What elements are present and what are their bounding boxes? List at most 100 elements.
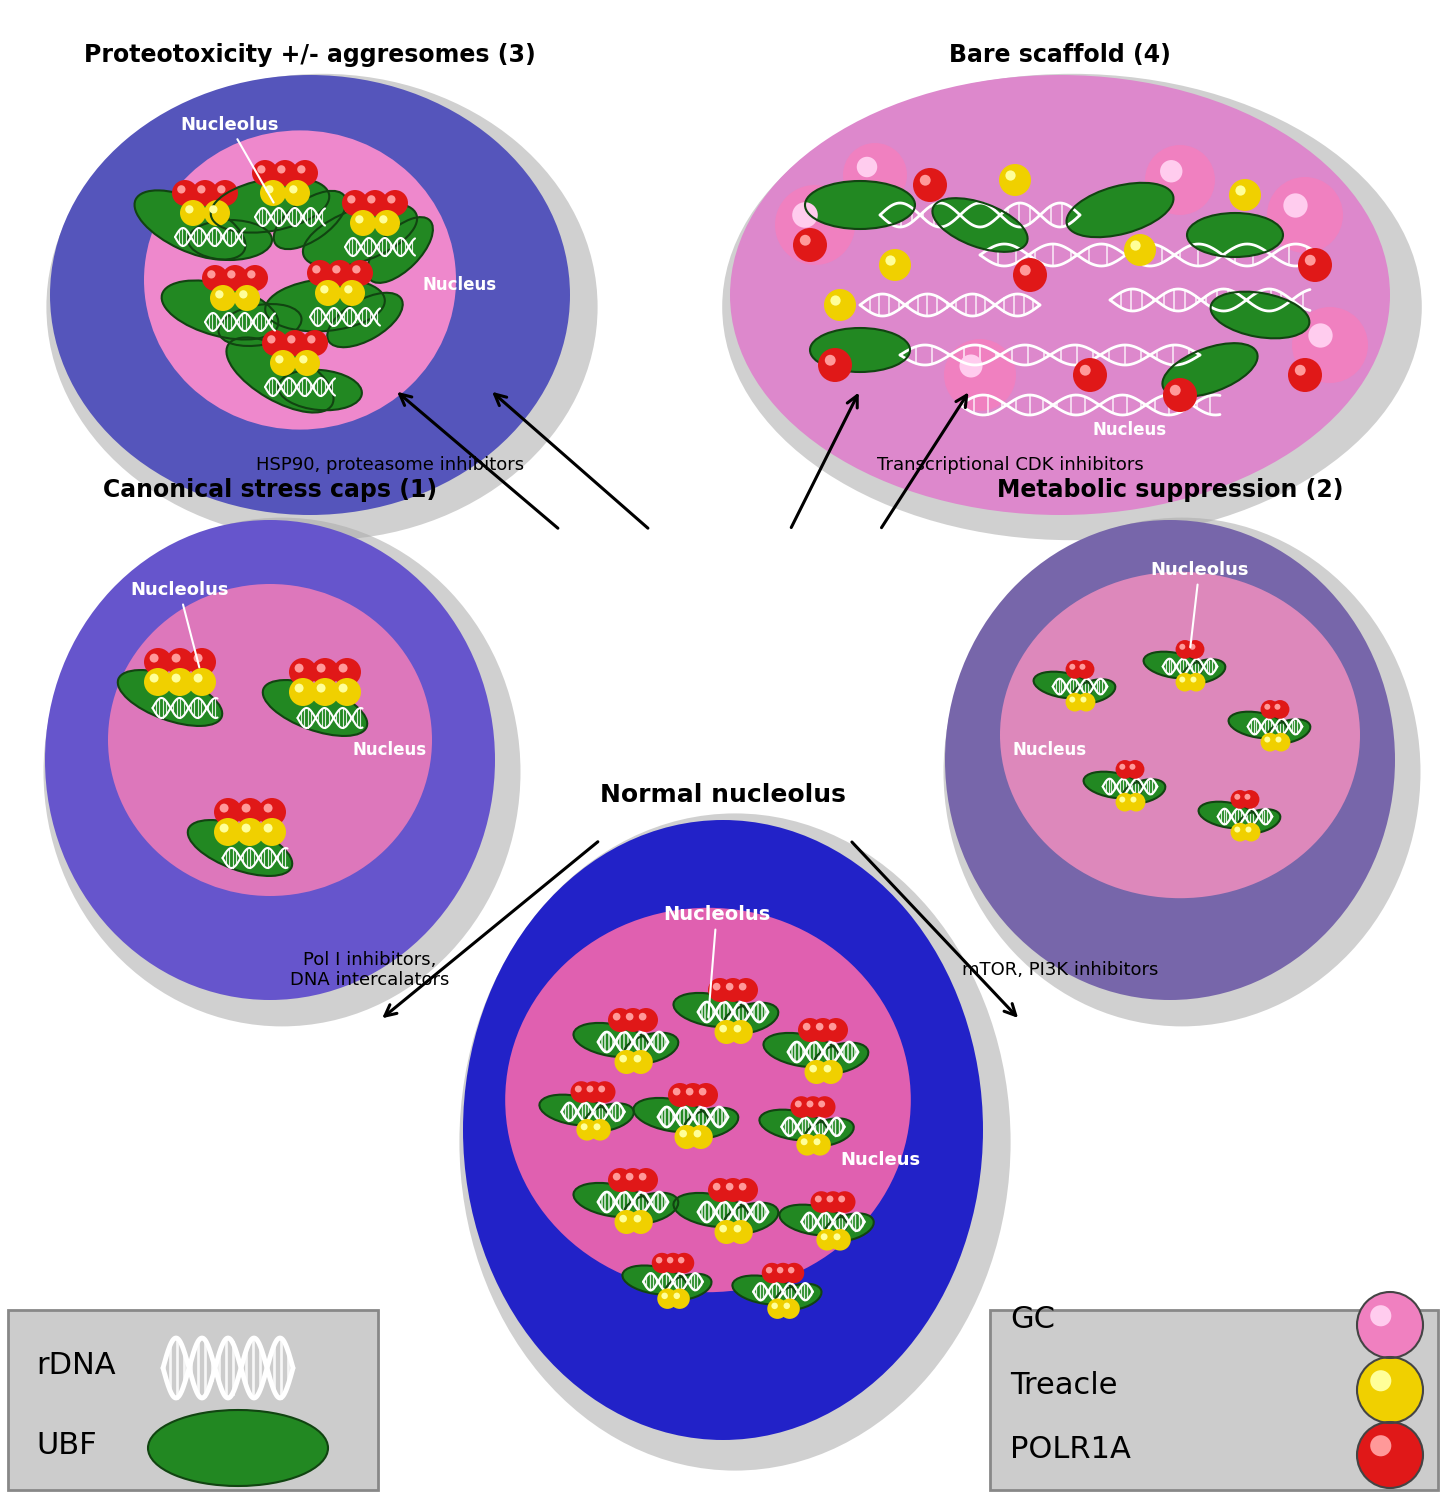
Circle shape: [344, 285, 353, 294]
Circle shape: [920, 176, 931, 186]
Ellipse shape: [665, 1274, 711, 1300]
Circle shape: [818, 1101, 826, 1107]
Ellipse shape: [147, 1410, 328, 1486]
Circle shape: [166, 668, 194, 696]
Ellipse shape: [574, 1023, 648, 1058]
Circle shape: [257, 818, 286, 846]
Circle shape: [633, 1215, 641, 1222]
Circle shape: [722, 978, 745, 1002]
Circle shape: [333, 266, 340, 273]
Circle shape: [315, 280, 341, 306]
Ellipse shape: [600, 981, 886, 1260]
Circle shape: [795, 1101, 801, 1107]
Ellipse shape: [1187, 213, 1283, 256]
Circle shape: [1080, 664, 1086, 670]
Ellipse shape: [162, 280, 278, 339]
Circle shape: [283, 180, 309, 206]
Text: Nucleolus: Nucleolus: [179, 116, 279, 202]
Ellipse shape: [623, 1192, 678, 1224]
Circle shape: [1356, 1292, 1423, 1358]
Circle shape: [593, 1124, 600, 1130]
Circle shape: [818, 348, 852, 382]
Circle shape: [252, 160, 278, 186]
Ellipse shape: [805, 182, 915, 230]
Circle shape: [194, 654, 202, 663]
Circle shape: [220, 824, 228, 833]
Ellipse shape: [265, 279, 385, 332]
Circle shape: [626, 1173, 633, 1180]
Circle shape: [999, 164, 1031, 196]
Circle shape: [289, 184, 298, 194]
Circle shape: [688, 1125, 713, 1149]
Ellipse shape: [730, 75, 1390, 514]
Ellipse shape: [505, 908, 911, 1292]
Ellipse shape: [302, 202, 416, 267]
Ellipse shape: [775, 1284, 821, 1310]
Circle shape: [347, 260, 373, 286]
Ellipse shape: [1001, 572, 1361, 898]
Circle shape: [800, 236, 811, 246]
Circle shape: [960, 354, 982, 378]
Ellipse shape: [674, 993, 749, 1028]
Circle shape: [662, 1252, 683, 1274]
Circle shape: [829, 1228, 850, 1251]
Circle shape: [213, 180, 239, 206]
Circle shape: [292, 160, 318, 186]
Text: Treacle: Treacle: [1009, 1371, 1118, 1400]
Circle shape: [824, 1019, 847, 1042]
Circle shape: [656, 1257, 662, 1263]
Circle shape: [1261, 734, 1280, 752]
Ellipse shape: [43, 518, 521, 1026]
Circle shape: [1371, 1370, 1391, 1392]
Ellipse shape: [804, 1119, 853, 1146]
Circle shape: [194, 674, 202, 682]
Ellipse shape: [1067, 183, 1174, 237]
Circle shape: [798, 1019, 821, 1042]
Circle shape: [145, 668, 172, 696]
Circle shape: [1245, 827, 1251, 833]
Circle shape: [1080, 364, 1090, 375]
Circle shape: [1264, 704, 1270, 710]
Circle shape: [353, 266, 360, 273]
Ellipse shape: [733, 1275, 797, 1305]
Circle shape: [811, 1191, 831, 1214]
Text: GC: GC: [1009, 1305, 1056, 1335]
Circle shape: [777, 1268, 784, 1274]
Circle shape: [726, 982, 733, 990]
Circle shape: [735, 978, 758, 1002]
Ellipse shape: [1199, 801, 1257, 828]
Circle shape: [1145, 146, 1215, 214]
Circle shape: [1131, 796, 1137, 802]
Circle shape: [804, 1060, 829, 1084]
Circle shape: [577, 1119, 599, 1140]
Circle shape: [210, 206, 217, 213]
Text: Pol I inhibitors,
DNA intercalators: Pol I inhibitors, DNA intercalators: [291, 951, 450, 990]
Circle shape: [1080, 696, 1086, 702]
Circle shape: [239, 290, 247, 298]
Circle shape: [317, 684, 325, 693]
Ellipse shape: [933, 198, 1028, 252]
Circle shape: [272, 160, 298, 186]
Circle shape: [1231, 824, 1249, 842]
Ellipse shape: [633, 1098, 709, 1132]
Text: Normal nucleolus: Normal nucleolus: [600, 783, 846, 807]
Polygon shape: [9, 1310, 377, 1490]
Circle shape: [215, 290, 224, 298]
Circle shape: [775, 184, 855, 266]
Circle shape: [1291, 308, 1368, 382]
Ellipse shape: [623, 1032, 678, 1064]
Circle shape: [709, 1178, 732, 1202]
Ellipse shape: [1163, 344, 1258, 398]
Text: Canonical stress caps (1): Canonical stress caps (1): [103, 478, 437, 502]
Circle shape: [607, 1168, 632, 1192]
Circle shape: [1176, 674, 1194, 692]
Circle shape: [197, 184, 205, 194]
Ellipse shape: [946, 520, 1395, 1001]
Circle shape: [302, 330, 328, 356]
Circle shape: [613, 1173, 620, 1180]
Circle shape: [615, 1050, 639, 1074]
Circle shape: [214, 818, 241, 846]
Circle shape: [885, 255, 895, 266]
Circle shape: [298, 165, 305, 174]
Circle shape: [262, 330, 288, 356]
